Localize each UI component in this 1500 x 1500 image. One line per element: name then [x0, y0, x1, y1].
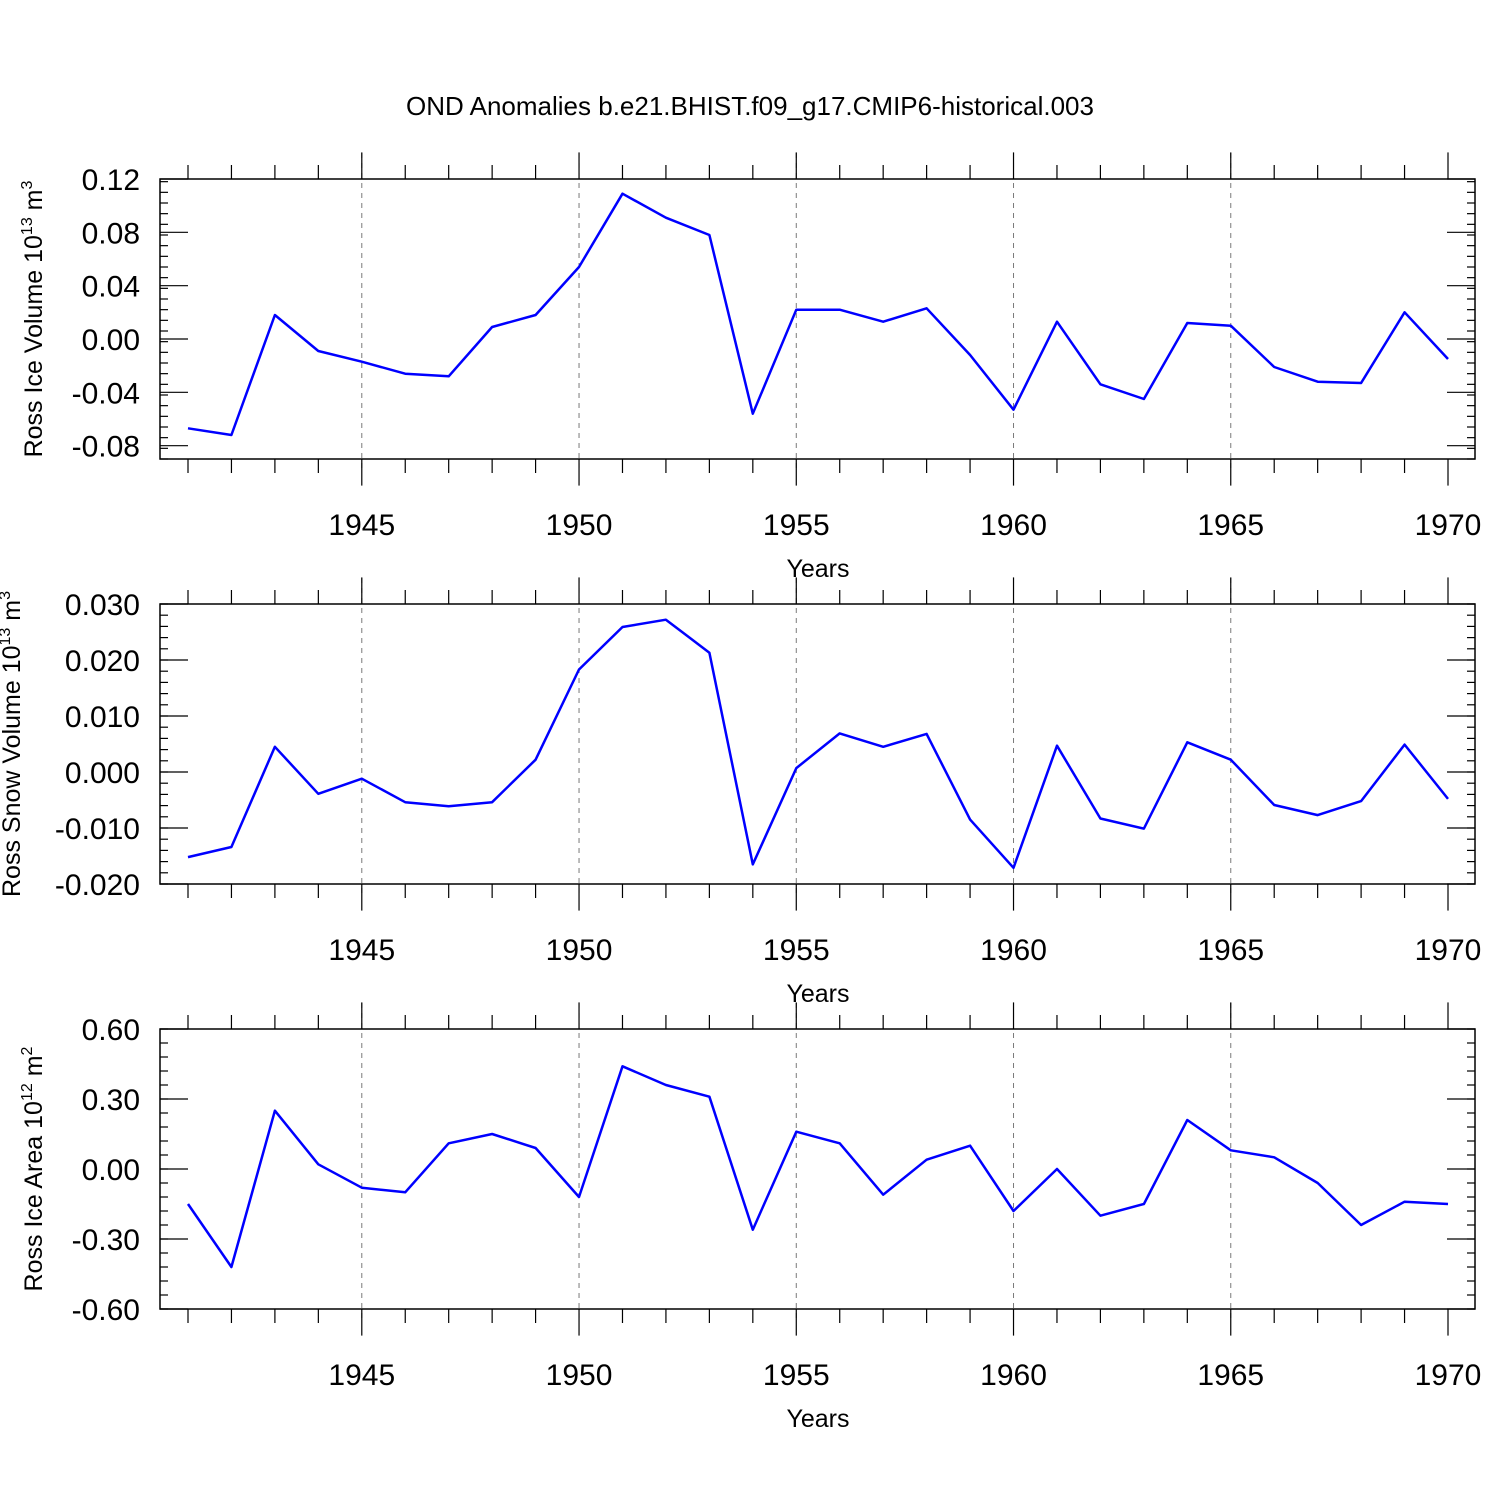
y-axis-label-exponent: 12	[19, 1083, 36, 1101]
x-tick-label: 1950	[546, 509, 613, 542]
plot-frame	[159, 178, 1476, 460]
y-axis-label-unit: m	[20, 1055, 48, 1083]
x-tick-label: 1950	[546, 934, 613, 967]
y-tick-label: -0.020	[55, 869, 140, 902]
x-tick-label: 1960	[980, 1359, 1047, 1392]
x-tick-label: 1950	[546, 1359, 613, 1392]
y-axis-label-unit-exponent: 2	[19, 1046, 36, 1055]
y-tick-label: 0.000	[65, 757, 140, 790]
panel-ross-snow-volume: -0.020 -0.010 0.000 0.010 0.020 0.030 1945 1950…	[0, 577, 1481, 1008]
x-tick-label: 1970	[1415, 1359, 1482, 1392]
x-tick-label: 1965	[1197, 1359, 1264, 1392]
y-tick-label: 0.030	[65, 589, 140, 622]
x-tick-label: 1945	[328, 509, 395, 542]
x-axis-label: Years	[786, 555, 849, 583]
y-tick-label: 0.020	[65, 645, 140, 678]
x-tick-label: 1965	[1197, 509, 1264, 542]
y-axis-label-main: Ross Ice Volume 10	[20, 235, 48, 457]
x-tick-label: 1970	[1415, 509, 1482, 542]
y-tick-label: 0.010	[65, 701, 140, 734]
y-tick-label: 0.60	[82, 1014, 140, 1047]
y-axis-label-exponent: 13	[0, 628, 14, 646]
y-axis-label-unit-exponent: 3	[19, 180, 36, 189]
x-axis-label: Years	[786, 980, 849, 1008]
y-axis-label: Ross Ice Area 1012 m2	[19, 1046, 48, 1291]
panels: -0.08 -0.04 0.00 0.04 0.08 0.12 1945 1950 1955 19…	[0, 152, 1481, 1433]
y-axis-label-unit: m	[20, 189, 48, 217]
x-tick-label: 1955	[763, 1359, 830, 1392]
y-axis-label: Ross Ice Volume 1013 m3	[19, 180, 48, 457]
y-tick-label: 0.00	[82, 1154, 140, 1187]
panel-ross-ice-area: -0.60 -0.30 0.00 0.30 0.60 1945 1950 1955 1960 19…	[19, 1002, 1481, 1433]
figure-title: OND Anomalies b.e21.BHIST.f09_g17.CMIP6-…	[406, 91, 1094, 121]
y-axis-label-main: Ross Ice Area 10	[20, 1101, 48, 1291]
y-tick-label: 0.12	[82, 164, 140, 197]
x-tick-label: 1970	[1415, 934, 1482, 967]
y-axis-label-exponent: 13	[19, 217, 36, 235]
x-tick-label: 1945	[328, 934, 395, 967]
y-axis-label: Ross Snow Volume 1013 m3	[0, 591, 26, 897]
x-axis-label: Years	[786, 1405, 849, 1433]
y-tick-label: 0.30	[82, 1084, 140, 1117]
panel-ross-ice-volume: -0.08 -0.04 0.00 0.04 0.08 0.12 1945 1950 1955 19…	[19, 152, 1481, 583]
y-axis-label-unit: m	[0, 600, 26, 628]
y-tick-label: -0.30	[72, 1224, 140, 1257]
y-tick-label: 0.00	[82, 324, 140, 357]
x-tick-label: 1960	[980, 509, 1047, 542]
series-line	[186, 1065, 1449, 1269]
y-tick-label: 0.04	[82, 271, 140, 304]
y-tick-label: -0.60	[72, 1294, 140, 1327]
y-axis-label-main: Ross Snow Volume 10	[0, 645, 26, 897]
plot-frame	[159, 1028, 1476, 1310]
series-line	[187, 192, 1449, 437]
y-axis-label-unit-exponent: 3	[0, 591, 14, 600]
y-tick-label: -0.08	[72, 431, 140, 464]
plot-frame	[159, 603, 1476, 885]
x-tick-label: 1965	[1197, 934, 1264, 967]
y-tick-label: -0.04	[72, 377, 140, 410]
x-tick-label: 1945	[328, 1359, 395, 1392]
x-tick-label: 1955	[763, 509, 830, 542]
y-tick-label: 0.08	[82, 217, 140, 250]
series-line	[187, 618, 1449, 870]
y-tick-label: -0.010	[55, 813, 140, 846]
x-tick-label: 1960	[980, 934, 1047, 967]
x-tick-label: 1955	[763, 934, 830, 967]
